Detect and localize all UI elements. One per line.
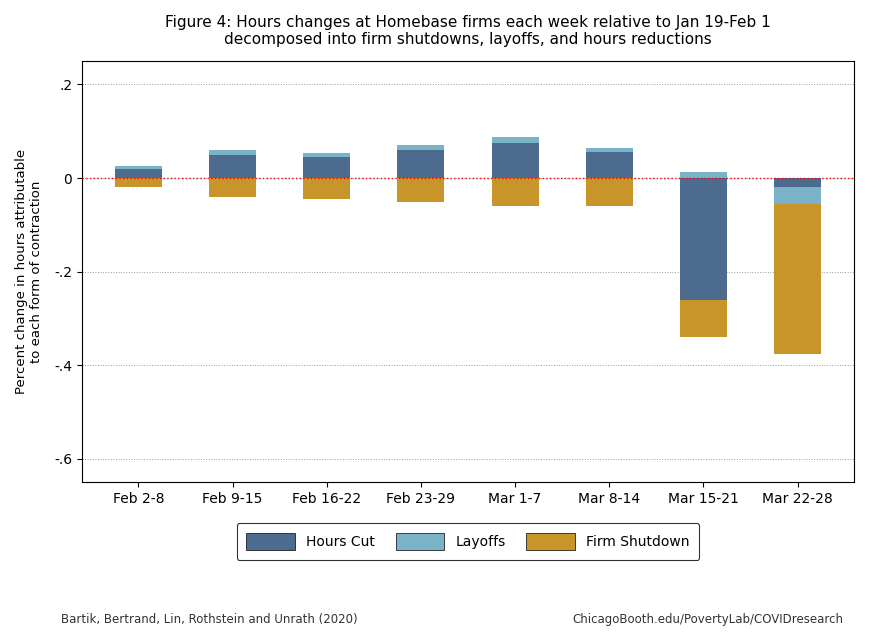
Title: Figure 4: Hours changes at Homebase firms each week relative to Jan 19-Feb 1
dec: Figure 4: Hours changes at Homebase firm… bbox=[165, 15, 771, 47]
Bar bbox=[397, 150, 444, 178]
Bar bbox=[774, 178, 821, 188]
Bar bbox=[774, 188, 821, 204]
Bar bbox=[397, 145, 444, 150]
Bar bbox=[680, 178, 726, 300]
Bar bbox=[680, 173, 726, 178]
Bar bbox=[303, 154, 350, 157]
Bar bbox=[586, 178, 633, 206]
Bar bbox=[492, 143, 539, 178]
Bar bbox=[774, 204, 821, 354]
Bar bbox=[209, 178, 256, 197]
Text: Bartik, Bertrand, Lin, Rothstein and Unrath (2020): Bartik, Bertrand, Lin, Rothstein and Unr… bbox=[61, 612, 357, 626]
Bar bbox=[586, 148, 633, 152]
Bar bbox=[209, 150, 256, 155]
Bar bbox=[303, 157, 350, 178]
Bar bbox=[680, 300, 726, 337]
Text: ChicagoBooth.edu/PovertyLab/COVIDresearch: ChicagoBooth.edu/PovertyLab/COVIDresearc… bbox=[572, 612, 843, 626]
Bar bbox=[115, 166, 162, 169]
Bar bbox=[115, 169, 162, 178]
Bar bbox=[492, 137, 539, 143]
Bar bbox=[397, 178, 444, 202]
Bar bbox=[492, 178, 539, 206]
Bar bbox=[209, 155, 256, 178]
Bar bbox=[586, 152, 633, 178]
Bar bbox=[115, 178, 162, 188]
Legend: Hours Cut, Layoffs, Firm Shutdown: Hours Cut, Layoffs, Firm Shutdown bbox=[236, 523, 700, 560]
Y-axis label: Percent change in hours attributable
to each form of contraction: Percent change in hours attributable to … bbox=[15, 149, 43, 394]
Bar bbox=[303, 178, 350, 199]
